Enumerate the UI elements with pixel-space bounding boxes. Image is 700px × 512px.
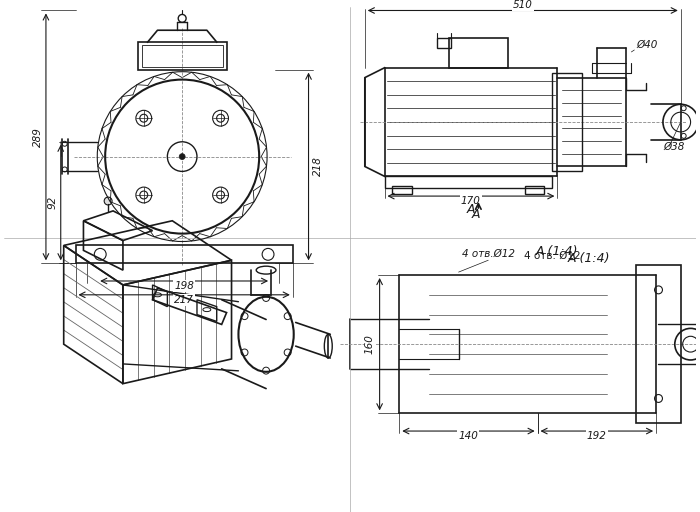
Bar <box>552 73 582 172</box>
Text: A: A <box>471 208 480 221</box>
Text: 510: 510 <box>513 0 533 10</box>
Bar <box>384 176 552 188</box>
Text: 218: 218 <box>314 157 323 177</box>
Text: A: A <box>466 203 475 216</box>
Bar <box>393 186 412 194</box>
Text: 217: 217 <box>174 295 194 305</box>
Circle shape <box>179 154 185 160</box>
Text: 170: 170 <box>461 196 481 206</box>
Text: Ø38: Ø38 <box>663 142 685 152</box>
Bar <box>76 245 293 263</box>
Text: 92: 92 <box>48 196 58 209</box>
Bar <box>636 265 680 423</box>
Bar <box>138 42 227 70</box>
Bar <box>525 186 545 194</box>
Text: 4 отв. Ø12: 4 отв. Ø12 <box>524 250 581 261</box>
Text: 140: 140 <box>458 431 478 441</box>
Circle shape <box>104 197 112 205</box>
Text: A (1:4): A (1:4) <box>567 252 610 265</box>
Text: 192: 192 <box>587 431 607 441</box>
Bar <box>141 45 223 67</box>
Text: A (1:4): A (1:4) <box>536 245 579 259</box>
Text: 198: 198 <box>174 281 194 291</box>
Bar <box>437 38 451 48</box>
Text: 289: 289 <box>33 127 43 147</box>
Bar <box>449 38 508 68</box>
Text: Ø40: Ø40 <box>636 40 658 50</box>
Text: 4 отв.Ø12: 4 отв.Ø12 <box>462 249 514 259</box>
Text: 160: 160 <box>365 334 374 354</box>
